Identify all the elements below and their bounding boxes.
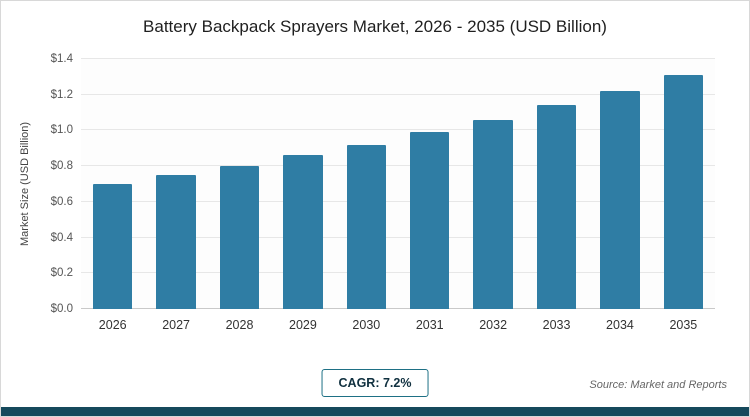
x-tick-label: 2031 (415, 318, 444, 332)
y-tick-label: $1.2 (50, 88, 73, 101)
bar-chart: Market Size (USD Billion) $0.0 $0.2 $0.4 $0… (15, 53, 715, 332)
cagr-badge: CAGR: 7.2% (321, 369, 429, 397)
gridline (81, 58, 715, 59)
y-tick-label: $1.0 (50, 124, 73, 137)
bar-2030 (346, 144, 386, 309)
gridline (81, 200, 715, 202)
bar-2035 (663, 75, 703, 309)
bar-2031 (410, 132, 450, 309)
y-tick-label: $0.6 (50, 195, 73, 208)
y-tick-label: $0.2 (50, 267, 73, 280)
bar-slot (461, 59, 524, 309)
x-tick-label: 2033 (542, 318, 571, 332)
bar-2027 (156, 175, 196, 309)
x-tick-label: 2028 (225, 318, 254, 332)
bar-slot (652, 59, 715, 309)
x-axis-tick-labels: 2026 2027 2028 2029 2030 2031 2032 2033 2034 2035 (81, 318, 715, 332)
x-tick-label: 2030 (352, 318, 381, 332)
bar-series (81, 59, 715, 309)
x-tick-label: 2027 (162, 318, 191, 332)
bar-slot (81, 59, 144, 309)
gridline (81, 236, 715, 238)
bar-slot (398, 59, 461, 309)
y-tick-label: $0.4 (50, 231, 73, 244)
x-tick-label: 2032 (479, 318, 508, 332)
x-tick-label: 2034 (606, 318, 634, 332)
y-tick-label: $0.8 (50, 160, 73, 173)
y-tick-label: $0.0 (50, 303, 73, 315)
y-axis-tick-labels: $0.0 $0.2 $0.4 $0.6 $0.8 $1.0 $1.2 $1.4 (37, 53, 81, 315)
chart-title: Battery Backpack Sprayers Market, 2026 -… (143, 17, 607, 36)
y-axis-title: Market Size (USD Billion) (19, 121, 31, 247)
bar-2026 (93, 184, 133, 309)
gridline (81, 93, 715, 95)
bar-slot (588, 59, 651, 309)
bar-2034 (600, 91, 640, 309)
bar-2028 (219, 166, 260, 309)
bar-slot (208, 59, 271, 309)
gridline (81, 165, 715, 167)
bar-slot (271, 59, 334, 309)
bar-slot (525, 59, 588, 309)
x-tick-label: 2035 (669, 318, 698, 332)
gridline (81, 129, 715, 131)
bar-2032 (473, 119, 513, 309)
source-note: Source: Market and Reports (589, 379, 727, 391)
x-tick-label: 2026 (98, 318, 127, 332)
bar-2033 (536, 105, 577, 309)
bar-slot (144, 59, 207, 309)
x-axis-line (81, 308, 715, 309)
x-tick-label: 2029 (289, 318, 317, 332)
plot-area (81, 58, 715, 309)
bar-slot (335, 59, 398, 309)
gridline (81, 272, 715, 274)
y-tick-label: $1.4 (50, 53, 73, 65)
plot-area-wrapper: $0.0 $0.2 $0.4 $0.6 $0.8 $1.0 $1.2 $1.4 2026 202… (37, 53, 715, 332)
chart-footer: CAGR: 7.2% Source: Market and Reports (1, 361, 749, 407)
bar-2029 (283, 155, 323, 309)
bottom-accent-strip (1, 407, 749, 416)
